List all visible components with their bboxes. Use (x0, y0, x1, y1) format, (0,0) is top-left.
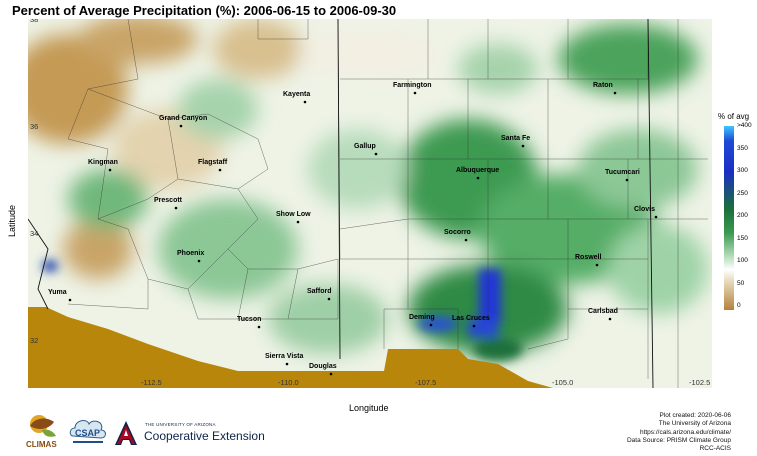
city-label: Las Cruces (452, 315, 490, 322)
city-marker (303, 100, 307, 104)
city-label: Socorro (444, 229, 471, 236)
y-tick-label: 34 (30, 229, 38, 238)
x-tick-label: -105.0 (552, 378, 573, 387)
city-label: Grand Canyon (159, 115, 207, 122)
city-marker (179, 124, 183, 128)
y-tick-label: 32 (30, 336, 38, 345)
city-marker (429, 323, 433, 327)
city-label: Roswell (575, 254, 602, 261)
city-label: Phoenix (177, 250, 204, 257)
city-marker (327, 297, 331, 301)
city-marker (257, 325, 261, 329)
city-label: Yuma (48, 289, 67, 296)
city-marker (197, 259, 201, 263)
precip-hotspots (42, 260, 523, 361)
mexico-region (28, 307, 553, 388)
city-label: Deming (409, 314, 435, 321)
city-marker (472, 324, 476, 328)
credit-line: The University of Arizona (658, 420, 731, 428)
credit-line: https://cals.arizona.edu/climate/ (639, 428, 731, 436)
city-label: Carlsbad (588, 308, 618, 315)
city-label: Douglas (309, 363, 337, 370)
climas-logo: CLIMAS (26, 415, 57, 449)
city-label: Tucson (237, 316, 261, 323)
city-marker (654, 215, 658, 219)
legend-tick-label: 350 (737, 144, 748, 152)
y-tick-label: 36 (30, 122, 38, 131)
city-label: Safford (307, 288, 332, 295)
city-label: Kingman (88, 159, 118, 166)
map-title: Percent of Average Precipitation (%): 20… (12, 3, 397, 18)
city-marker (413, 91, 417, 95)
precip-field (28, 19, 708, 354)
precipitation-map: -115.0-112.5-110.0-107.5-105.0-102.53836… (28, 19, 712, 388)
city-label: Show Low (276, 211, 311, 218)
y-axis-title: Latitude (7, 204, 18, 238)
city-label: Albuquerque (456, 167, 499, 174)
color-legend: % of avg >400 350 300 250 200 150 100 50 0 (718, 112, 756, 310)
legend-tick-label: >400 (737, 122, 752, 129)
city-marker (608, 317, 612, 321)
credit-line: RCC-ACIS (699, 445, 731, 453)
city-label: Tucumcari (605, 169, 640, 176)
city-label: Clovis (634, 206, 655, 213)
city-label: Santa Fe (501, 135, 530, 142)
city-marker (521, 144, 525, 148)
csap-logo: CSAP (69, 420, 106, 443)
legend-tick-label: 100 (737, 257, 748, 264)
x-tick-label: -102.5 (689, 378, 710, 387)
city-marker (595, 263, 599, 267)
x-axis-title: Longitude (349, 403, 389, 413)
city-label: Kayenta (283, 91, 310, 98)
legend-colorbar (724, 126, 734, 310)
city-label: Farmington (393, 82, 432, 89)
credit-line: Data Source: PRISM Climate Group (626, 436, 731, 444)
city-label: Flagstaff (198, 159, 228, 166)
city-marker (174, 206, 178, 210)
university-of-arizona-logo (115, 421, 137, 445)
x-tick-label: -110.0 (278, 378, 299, 387)
x-tick-label: -112.5 (141, 378, 162, 387)
axis-ticks: -115.0-112.5-110.0-107.5-105.0-102.53836… (30, 19, 710, 387)
city-layer: Kayenta Farmington Raton Grand Canyon Santa … (48, 82, 658, 376)
city-marker (296, 220, 300, 224)
csap-logo-text: CSAP (75, 428, 100, 438)
legend-tick-label: 250 (737, 189, 748, 197)
city-marker (374, 152, 378, 156)
city-marker (464, 238, 468, 242)
y-tick-label: 38 (30, 19, 38, 24)
city-marker (68, 298, 72, 302)
legend-tick-label: 0 (737, 302, 741, 309)
legend-tick-label: 300 (737, 167, 748, 174)
city-marker (476, 176, 480, 180)
city-label: Gallup (354, 143, 376, 150)
map-svg: -115.0-112.5-110.0-107.5-105.0-102.53836… (28, 19, 712, 388)
city-marker (625, 178, 629, 182)
city-marker (329, 372, 333, 376)
city-marker (613, 91, 617, 95)
plot-credits: Plot created: 2020-06-06 The University … (627, 412, 731, 453)
legend-tick-label: 150 (737, 234, 748, 242)
city-label: Sierra Vista (265, 353, 304, 360)
legend-tick-label: 200 (737, 212, 748, 219)
county-borders (67, 19, 708, 388)
legend-tick-label: 50 (737, 279, 745, 287)
x-tick-label: -107.5 (415, 378, 436, 387)
cooperative-extension-text: Cooperative Extension (144, 429, 265, 443)
city-label: Raton (593, 82, 613, 89)
city-marker (218, 168, 222, 172)
city-marker (108, 168, 112, 172)
legend-title: % of avg (718, 112, 750, 121)
ua-name-text: THE UNIVERSITY OF ARIZONA (145, 422, 216, 427)
state-borders (28, 19, 654, 388)
credit-line: Plot created: 2020-06-06 (659, 412, 731, 419)
city-marker (285, 362, 289, 366)
city-label: Prescott (154, 197, 183, 204)
climas-logo-text: CLIMAS (26, 440, 57, 449)
